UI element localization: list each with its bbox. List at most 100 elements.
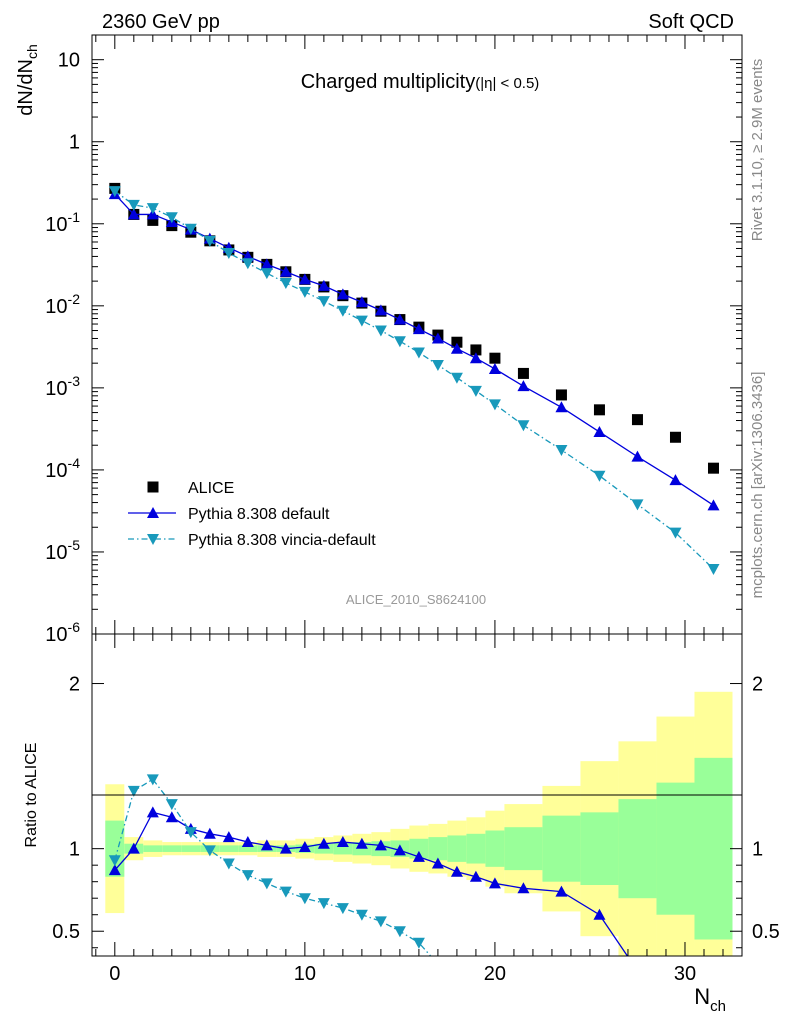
data-point [431, 360, 444, 372]
ratio-tick-label-right: 2 [752, 674, 763, 696]
ratio-point [127, 842, 140, 854]
ratio-point [412, 937, 425, 949]
legend-label: Pythia 8.308 default [188, 506, 330, 523]
data-point [488, 399, 501, 411]
data-point [184, 223, 197, 235]
data-point [336, 305, 349, 317]
data-point [431, 332, 444, 344]
inner-band-bin [466, 833, 486, 864]
ratio-point [412, 850, 425, 862]
x-tick-label: 30 [674, 963, 696, 985]
ratio-point [517, 882, 530, 894]
data-point [669, 431, 681, 443]
inner-band-bin [409, 838, 429, 859]
y-tick-label-exp: -6 [68, 619, 81, 635]
ratio-tick-label-right: 1 [752, 839, 763, 861]
ratio-point [260, 839, 273, 851]
inner-band-bin [428, 837, 448, 861]
ratio-point [222, 831, 235, 843]
y-tick-label: 10-1 [45, 209, 80, 236]
ratio-point [222, 858, 235, 870]
ratio-point [336, 836, 349, 848]
main-y-axis-title: dN/dNch [15, 44, 40, 116]
y-tick-label-exp: -4 [68, 455, 81, 471]
y-tick-label-base: 10 [45, 624, 67, 646]
data-point [631, 499, 644, 511]
y-tick-label-base: 10 [45, 460, 67, 482]
ratio-point [108, 864, 121, 876]
x-tick-label: 0 [109, 963, 120, 985]
ratio-point [393, 926, 406, 938]
inner-band-bin [580, 812, 619, 885]
data-point [260, 268, 273, 280]
data-point [203, 235, 216, 247]
inner-band-bin [181, 845, 201, 852]
data-point [374, 325, 387, 337]
chart-title-text: Charged multiplicity [301, 71, 476, 93]
y-tick-label-exp: -1 [68, 209, 81, 225]
data-point [127, 208, 140, 220]
ratio-point [146, 774, 159, 786]
data-point [517, 367, 529, 379]
ratio-point [317, 837, 330, 849]
y-tick-label-base: 10 [45, 378, 67, 400]
y-tick-label-base: 1 [69, 132, 80, 154]
y-tick-label-exp: -5 [68, 537, 81, 553]
main-plot-series [108, 182, 720, 575]
data-point [336, 288, 349, 300]
data-point [165, 212, 178, 224]
ratio-series-pythia-8-308-vincia-default [108, 774, 432, 956]
x-tick-label: 10 [294, 963, 316, 985]
ratio-tick-label-left: 1 [69, 839, 80, 861]
y-tick-label-base: 10 [45, 214, 67, 236]
legend-label: Pythia 8.308 vincia-default [188, 532, 376, 549]
analysis-watermark: ALICE_2010_S8624100 [346, 592, 486, 607]
y-tick-label-base: 10 [45, 542, 67, 564]
inner-band-bin [105, 820, 125, 877]
data-point [593, 425, 606, 437]
inner-band-bin [485, 830, 505, 867]
data-point [279, 265, 292, 277]
y-tick-label-exp: -3 [68, 373, 81, 389]
data-point [260, 258, 273, 270]
legend-label: ALICE [188, 480, 234, 497]
data-point [451, 336, 463, 348]
inner-band-bin [542, 815, 581, 882]
data-point [298, 286, 311, 298]
y-tick-label: 10-2 [45, 291, 80, 318]
inner-band-bin [447, 835, 467, 862]
data-point [555, 389, 567, 401]
ratio-point [184, 827, 197, 839]
ratio-point [298, 893, 311, 905]
data-point [222, 248, 235, 260]
ratio-point [450, 865, 463, 877]
data-point [412, 347, 425, 359]
ratio-point [146, 806, 159, 818]
inner-band-bin [143, 845, 163, 852]
ratio-uncertainty-bands [105, 691, 733, 956]
legend: ALICE Pythia 8.308 default Pythia 8.308 vi… [128, 480, 376, 549]
data-point [669, 474, 682, 486]
inner-band-bin [656, 782, 695, 915]
data-point [555, 401, 568, 413]
data-point [707, 462, 719, 474]
ratio-tick-label-left: 2 [69, 674, 80, 696]
ratio-point [127, 785, 140, 797]
ratio-plot-series [108, 774, 629, 956]
header-process-label: Soft QCD [648, 11, 734, 33]
ratio-point [165, 811, 178, 823]
ratio-point [260, 878, 273, 890]
x-axis-title-sub: ch [710, 998, 726, 1015]
chart-title-suffix: (|η| < 0.5) [475, 75, 539, 92]
y-tick-label-base: 10 [45, 296, 67, 318]
ratio-point [165, 799, 178, 811]
y-tick-label: 10-5 [45, 537, 80, 564]
ratio-point [374, 839, 387, 851]
series-pythia-8-308-vincia-default [108, 186, 720, 575]
data-point [593, 470, 606, 482]
data-point [317, 296, 330, 308]
ratio-point [317, 898, 330, 910]
inner-band-bin [618, 799, 657, 899]
